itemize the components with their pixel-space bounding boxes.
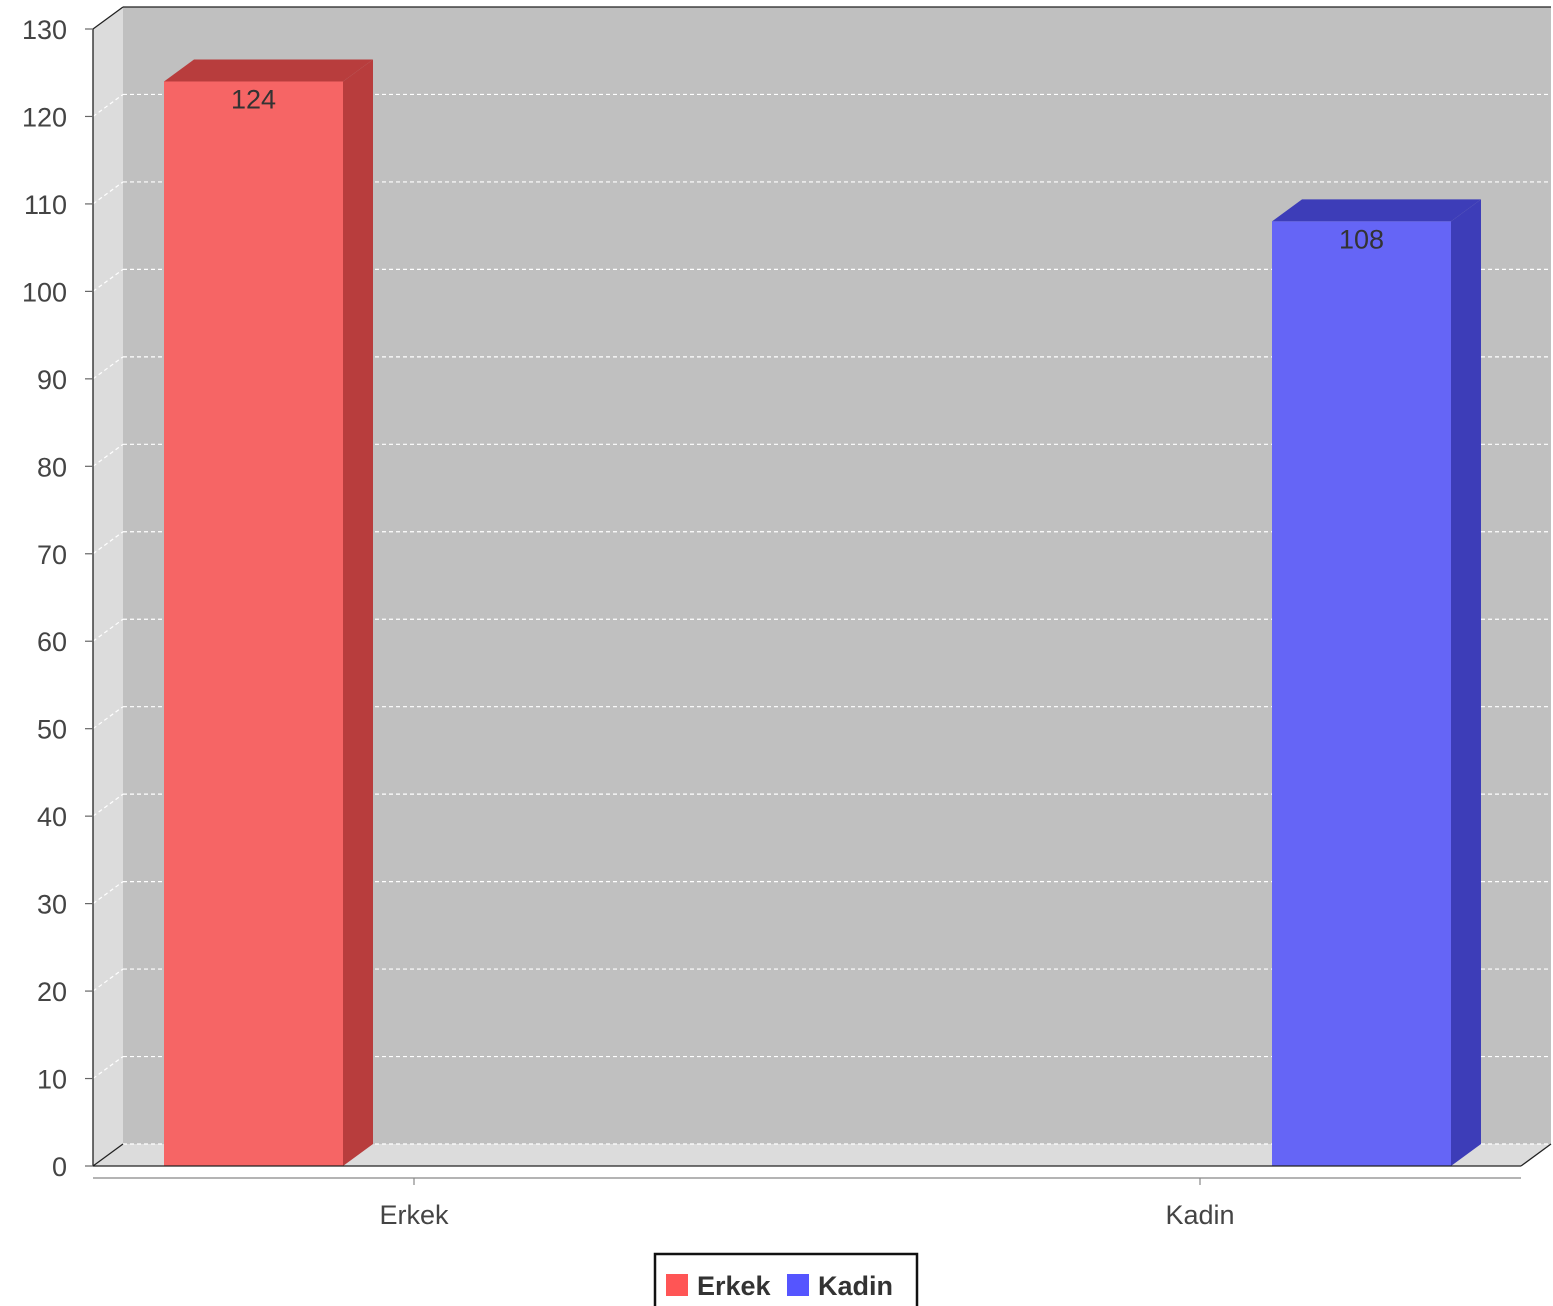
gridline-side bbox=[92, 793, 124, 817]
gridline-side bbox=[92, 1056, 124, 1080]
y-tick-label: 40 bbox=[37, 802, 67, 832]
axes bbox=[85, 6, 1552, 1185]
legend-label: Erkek bbox=[697, 1271, 772, 1301]
legend-item: Erkek bbox=[666, 1271, 772, 1301]
gridline-side bbox=[92, 93, 124, 117]
bar-top bbox=[164, 59, 373, 82]
y-tick-label: 120 bbox=[22, 102, 67, 132]
y-tick-label: 90 bbox=[37, 365, 67, 395]
gridline-side bbox=[92, 881, 124, 905]
bar-side bbox=[1451, 199, 1481, 1166]
y-tick-label: 60 bbox=[37, 627, 67, 657]
bar-kadin bbox=[1272, 221, 1451, 1166]
x-tick-label: Erkek bbox=[379, 1200, 449, 1230]
gridline-side bbox=[92, 706, 124, 730]
y-tick-label: 70 bbox=[37, 540, 67, 570]
legend-item: Kadin bbox=[787, 1271, 893, 1301]
gridline-side bbox=[92, 356, 124, 380]
legend-swatch bbox=[666, 1274, 688, 1296]
plot-floor bbox=[93, 1144, 1551, 1166]
y-tick-label: 100 bbox=[22, 277, 67, 307]
frame-edge bbox=[92, 1143, 124, 1167]
legend-label: Kadin bbox=[818, 1271, 893, 1301]
bar-side bbox=[343, 59, 373, 1166]
y-tick-label: 50 bbox=[37, 715, 67, 745]
y-tick-label: 10 bbox=[37, 1065, 67, 1095]
data-label: 108 bbox=[1339, 224, 1384, 254]
y-axis-tick-labels: 0 10 20 30 40 50 60 70 80 90 100 110 120 130 bbox=[22, 15, 67, 1182]
plot-left-wall bbox=[93, 7, 123, 1166]
data-label: 124 bbox=[231, 84, 276, 114]
x-tick-label: Kadin bbox=[1165, 1200, 1234, 1230]
legend-box bbox=[653, 1252, 919, 1306]
frame-edge bbox=[92, 6, 124, 30]
gridline-side bbox=[92, 531, 124, 555]
legend-swatch bbox=[787, 1274, 809, 1296]
legend: Erkek Kadin bbox=[653, 1252, 919, 1306]
gridline-side bbox=[92, 443, 124, 467]
y-tick-label: 0 bbox=[52, 1152, 67, 1182]
gridline-side bbox=[92, 618, 124, 642]
bar-top bbox=[1272, 199, 1481, 222]
y-tick-label: 80 bbox=[37, 452, 67, 482]
x-axis-tick-labels: Erkek Kadin bbox=[379, 1200, 1234, 1230]
y-tick-label: 130 bbox=[22, 15, 67, 45]
bar-erkek bbox=[164, 81, 343, 1166]
gridline-side bbox=[92, 268, 124, 292]
frame-edge bbox=[1520, 1143, 1552, 1167]
y-tick-label: 110 bbox=[24, 190, 67, 220]
y-tick-label: 30 bbox=[37, 890, 67, 920]
gridline-side bbox=[92, 968, 124, 992]
data-labels: 124 108 bbox=[231, 84, 1384, 254]
y-tick-label: 20 bbox=[37, 977, 67, 1007]
bars bbox=[164, 59, 1481, 1166]
gridline-side bbox=[92, 181, 124, 205]
